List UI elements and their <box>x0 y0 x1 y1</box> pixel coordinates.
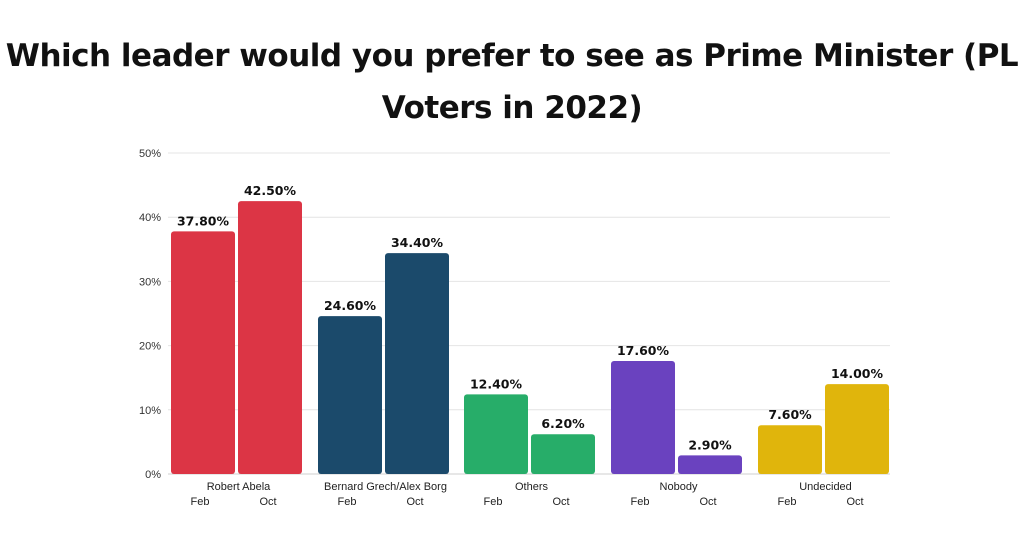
bar <box>385 253 449 474</box>
data-label: 12.40% <box>470 376 523 391</box>
data-label: 7.60% <box>768 407 812 422</box>
data-label: 2.90% <box>688 437 732 452</box>
x-sub-label: Oct <box>406 496 423 508</box>
x-sub-label: Feb <box>191 496 210 508</box>
bar <box>678 455 742 474</box>
bar <box>238 201 302 474</box>
x-sub-label: Feb <box>484 496 503 508</box>
data-label: 24.60% <box>324 298 377 313</box>
y-tick-label: 20% <box>139 341 161 353</box>
x-sub-label: Oct <box>552 496 569 508</box>
x-sub-label: Oct <box>846 496 863 508</box>
x-category-label: Bernard Grech/Alex Borg <box>324 481 447 493</box>
x-sub-label: Feb <box>338 496 357 508</box>
bar <box>758 425 822 474</box>
bar <box>825 384 889 474</box>
x-sub-label: Feb <box>631 496 650 508</box>
y-tick-label: 0% <box>145 469 161 481</box>
chart-title: Which leader would you prefer to see as … <box>5 38 1019 126</box>
bar <box>318 316 382 474</box>
bar <box>464 394 528 474</box>
x-sub-label: Feb <box>778 496 797 508</box>
x-category-label: Robert Abela <box>207 481 271 493</box>
y-tick-label: 10% <box>139 405 161 417</box>
data-label: 37.80% <box>177 213 230 228</box>
y-tick-label: 50% <box>139 148 161 160</box>
x-sub-label: Oct <box>699 496 716 508</box>
bar <box>611 361 675 474</box>
data-label: 34.40% <box>391 235 444 250</box>
bar <box>171 231 235 474</box>
y-tick-label: 30% <box>139 276 161 288</box>
data-label: 6.20% <box>541 416 585 431</box>
data-label: 14.00% <box>831 366 884 381</box>
data-label: 17.60% <box>617 343 670 358</box>
bar <box>531 434 595 474</box>
x-category-label: Nobody <box>660 481 698 493</box>
x-category-label: Others <box>515 481 549 493</box>
x-sub-label: Oct <box>259 496 276 508</box>
y-tick-label: 40% <box>139 212 161 224</box>
data-label: 42.50% <box>244 183 297 198</box>
x-category-label: Undecided <box>799 481 852 493</box>
